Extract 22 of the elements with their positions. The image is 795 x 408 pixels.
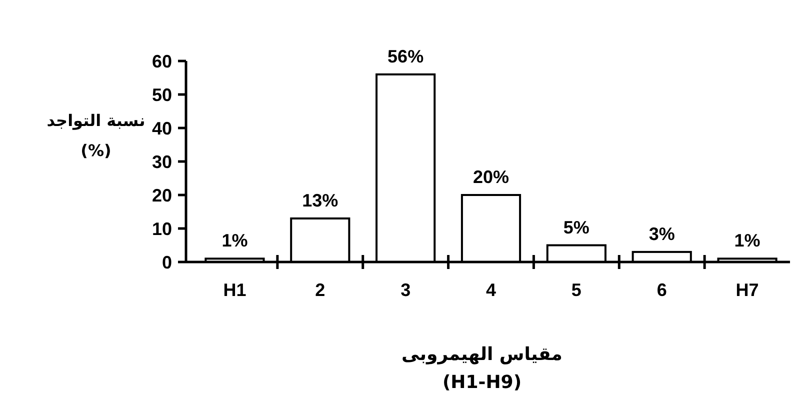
y-tick-label: 40	[152, 118, 172, 138]
y-axis-title: نسبة التواجد (%)	[46, 111, 146, 160]
data-label: 20%	[472, 167, 510, 187]
data-label: 1%	[222, 230, 248, 251]
data-label: 56%	[388, 46, 424, 66]
data-label: 3%	[648, 224, 675, 244]
y-tick-label: 10	[152, 218, 172, 239]
x-tick-label: H7	[736, 280, 759, 300]
y-tick-label: 50	[152, 84, 172, 105]
y-tick-label: 20	[152, 185, 172, 206]
x-tick-label: 3	[400, 280, 411, 300]
x-tick-label: H1	[223, 280, 246, 300]
data-label: 5%	[563, 217, 590, 238]
y-tick-label: 0	[162, 252, 172, 272]
x-tick-label: 4	[486, 280, 496, 300]
x-tick-label: 2	[315, 280, 326, 300]
data-label: 13%	[302, 190, 338, 210]
y-tick-label: 30	[152, 152, 172, 172]
data-label: 1%	[734, 230, 760, 251]
x-tick-label: 5	[571, 280, 582, 300]
x-tick-label: 6	[656, 280, 667, 300]
y-tick-label: 60	[152, 51, 172, 72]
